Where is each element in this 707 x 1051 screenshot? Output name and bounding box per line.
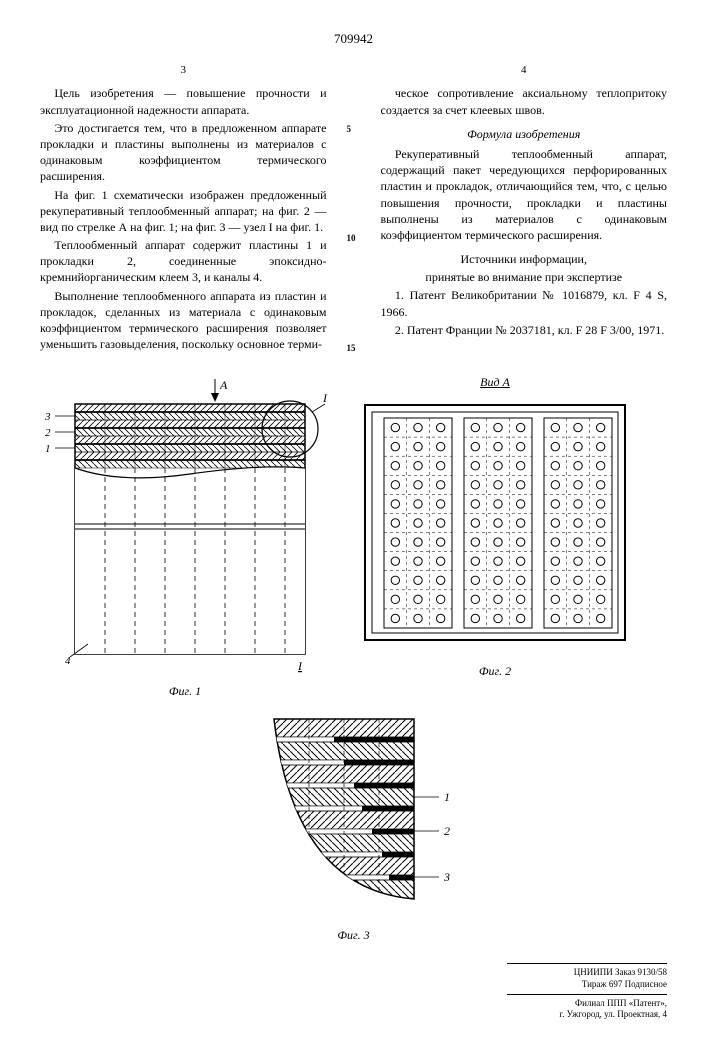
formula-title: Формула изобретения: [381, 126, 668, 142]
line-numbers: 5 10 15: [347, 63, 361, 355]
svg-text:1: 1: [444, 790, 450, 804]
arrow-a: А: [211, 378, 228, 402]
left-col-num: 3: [40, 63, 327, 78]
right-col-num: 4: [381, 63, 668, 78]
sources-title: Источники информации,: [381, 251, 668, 267]
ln: 10: [347, 232, 361, 244]
footer-line1: ЦНИИПИ Заказ 9130/58: [40, 967, 667, 979]
svg-text:3: 3: [44, 411, 51, 423]
source-item: 2. Патент Франции № 2037181, кл. F 28 F …: [381, 322, 668, 338]
svg-text:I: I: [322, 391, 328, 405]
para: На фиг. 1 схематически изображен предлож…: [40, 187, 327, 236]
patent-number: 709942: [40, 30, 667, 48]
fig3-container: 1 2 3 Фиг. 3: [234, 709, 474, 943]
footer-line4: г. Ужгород, ул. Проектная, 4: [40, 1009, 667, 1021]
formula-text: Рекуперативный теплообменный аппарат, со…: [381, 146, 668, 243]
ln: 15: [347, 342, 361, 354]
para: Теплообменный аппарат содержит пластины …: [40, 237, 327, 286]
footer-line3: Филиал ППП «Патент»,: [40, 998, 667, 1010]
fig2-title: Вид А: [350, 374, 640, 390]
ln: 5: [347, 123, 361, 135]
sources-sub: принятые во внимание при экспертизе: [381, 269, 668, 285]
fig1-svg: А: [40, 374, 330, 674]
figures-area: А: [40, 374, 667, 1021]
svg-text:1: 1: [45, 443, 51, 455]
right-column: 4 ческое сопротивление аксиальному тепло…: [381, 63, 668, 355]
fig3-row: 1 2 3 Фиг. 3: [40, 709, 667, 943]
svg-text:3: 3: [443, 870, 450, 884]
para: ческое сопротивление аксиальному теплопр…: [381, 85, 668, 117]
svg-text:I: I: [297, 659, 303, 673]
svg-text:2: 2: [444, 824, 450, 838]
fig2-svg: [350, 395, 640, 655]
svg-text:А: А: [219, 378, 228, 392]
fig3-svg: 1 2 3: [234, 709, 474, 919]
para: Это достигается тем, что в предложенном …: [40, 120, 327, 185]
fig2-label: Фиг. 2: [350, 663, 640, 679]
footer: ЦНИИПИ Заказ 9130/58 Тираж 697 Подписное…: [40, 963, 667, 1021]
fig1-label: Фиг. 1: [40, 683, 330, 699]
para: Цель изобретения — повышение прочности и…: [40, 85, 327, 117]
source-item: 1. Патент Великобритании № 1016879, кл. …: [381, 287, 668, 319]
fig2-container: Вид А Фиг. 2: [350, 374, 640, 679]
para: Выполнение теплообменного аппарата из пл…: [40, 288, 327, 353]
footer-line2: Тираж 697 Подписное: [40, 979, 667, 991]
text-columns: 3 Цель изобретения — повышение прочности…: [40, 63, 667, 355]
fig3-label: Фиг. 3: [234, 927, 474, 943]
fig1-container: А: [40, 374, 330, 698]
left-column: 3 Цель изобретения — повышение прочности…: [40, 63, 327, 355]
fig1-layers: [75, 404, 305, 468]
svg-text:2: 2: [45, 427, 51, 439]
